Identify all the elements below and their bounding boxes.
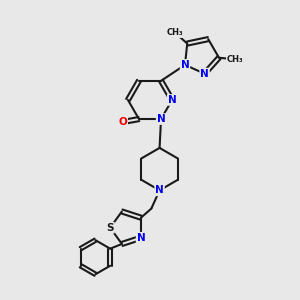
Text: CH₃: CH₃ — [227, 55, 243, 64]
Text: S: S — [106, 223, 114, 233]
Text: N: N — [136, 233, 146, 243]
Text: N: N — [155, 185, 164, 195]
Text: CH₃: CH₃ — [167, 28, 184, 37]
Text: N: N — [181, 60, 189, 70]
Text: N: N — [168, 95, 176, 105]
Text: N: N — [200, 69, 209, 79]
Text: N: N — [157, 114, 165, 124]
Text: O: O — [118, 117, 127, 127]
